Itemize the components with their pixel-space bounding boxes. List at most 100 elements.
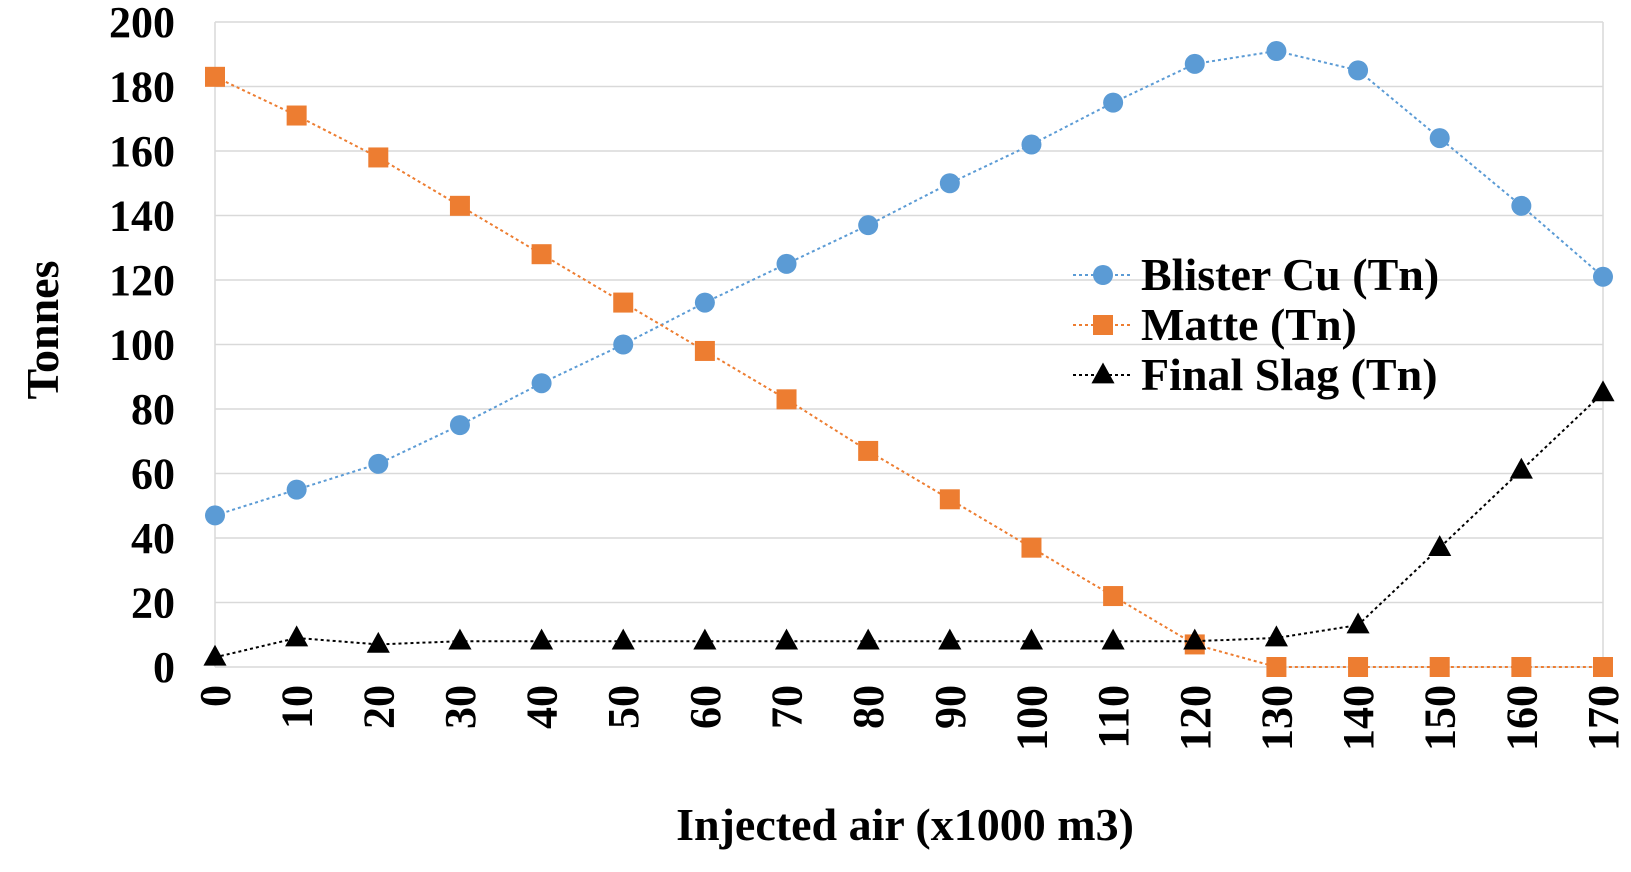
- y-tick-label-140: 140: [109, 192, 175, 241]
- legend-marker-final-slag-tn: [1091, 362, 1115, 384]
- data-point-blister-cu-tn-140: [1348, 60, 1369, 81]
- legend-label-blister-cu-tn: Blister Cu (Tn): [1141, 249, 1439, 300]
- legend-item-matte-tn: Matte (Tn): [1073, 299, 1357, 350]
- x-tick-label-30: 30: [436, 685, 485, 729]
- gridlines: [214, 21, 1604, 668]
- data-point-final-slag-tn-20: [366, 631, 390, 653]
- data-point-final-slag-tn-170: [1591, 380, 1615, 402]
- y-axis-title: Tonnes: [17, 261, 68, 400]
- data-point-blister-cu-tn-130: [1266, 41, 1287, 62]
- y-tick-label-100: 100: [109, 321, 175, 370]
- data-point-blister-cu-tn-60: [694, 292, 715, 313]
- data-point-final-slag-tn-40: [530, 628, 554, 650]
- x-tick-label-100: 100: [1007, 685, 1056, 751]
- data-point-final-slag-tn-0: [203, 644, 227, 666]
- data-point-final-slag-tn-10: [285, 625, 309, 647]
- data-point-final-slag-tn-50: [611, 628, 635, 650]
- data-point-blister-cu-tn-0: [205, 505, 225, 526]
- data-point-blister-cu-tn-80: [858, 215, 879, 236]
- data-point-final-slag-tn-160: [1509, 457, 1533, 479]
- data-point-final-slag-tn-120: [1183, 628, 1207, 650]
- data-point-blister-cu-tn-90: [939, 173, 960, 194]
- data-point-matte-tn-40: [531, 244, 552, 265]
- x-tick-label-130: 130: [1252, 685, 1301, 751]
- data-point-blister-cu-tn-120: [1184, 53, 1205, 74]
- x-tick-label-40: 40: [518, 685, 567, 729]
- y-tick-label-180: 180: [109, 63, 175, 112]
- data-point-matte-tn-10: [286, 105, 307, 126]
- data-point-matte-tn-130: [1266, 657, 1287, 677]
- data-point-matte-tn-140: [1348, 657, 1369, 677]
- series-line-matte-tn: [214, 75, 1603, 668]
- data-point-matte-tn-170: [1593, 657, 1613, 677]
- data-point-matte-tn-30: [449, 195, 470, 216]
- data-point-final-slag-tn-110: [1101, 628, 1125, 650]
- x-tick-label-20: 20: [354, 685, 403, 729]
- x-tick-label-0: 0: [191, 685, 240, 707]
- data-point-blister-cu-tn-10: [286, 479, 307, 500]
- y-tick-label-20: 20: [131, 579, 175, 628]
- x-axis-ticks: 0 10 20 30 40 50 60 70 80 90 100 110 120 130 140 150 160…: [191, 685, 1628, 751]
- data-point-matte-tn-70: [776, 389, 797, 410]
- legend-marker-matte-tn: [1093, 315, 1113, 335]
- data-point-blister-cu-tn-40: [531, 373, 552, 394]
- legend: Blister Cu (Tn)Matte (Tn)Final Slag (Tn): [1073, 249, 1439, 400]
- y-tick-label-40: 40: [131, 514, 175, 563]
- data-point-final-slag-tn-90: [938, 628, 962, 650]
- data-point-matte-tn-50: [613, 292, 634, 313]
- data-point-final-slag-tn-80: [856, 628, 880, 650]
- legend-item-final-slag-tn: Final Slag (Tn): [1073, 349, 1438, 400]
- legend-marker-blister-cu-tn: [1093, 265, 1113, 285]
- x-axis-title: Injected air (x1000 m3): [676, 799, 1134, 850]
- data-point-final-slag-tn-30: [448, 628, 472, 650]
- x-tick-label-160: 160: [1497, 685, 1546, 751]
- y-tick-label-120: 120: [109, 256, 175, 305]
- x-tick-label-50: 50: [599, 685, 648, 729]
- x-tick-label-110: 110: [1089, 685, 1138, 749]
- series-final-slag-tn: [203, 380, 1615, 666]
- data-point-final-slag-tn-130: [1264, 625, 1288, 647]
- data-point-blister-cu-tn-70: [776, 253, 797, 274]
- data-point-matte-tn-100: [1021, 537, 1042, 558]
- data-point-matte-tn-80: [858, 440, 879, 461]
- data-point-matte-tn-160: [1511, 657, 1532, 677]
- legend-label-final-slag-tn: Final Slag (Tn): [1141, 349, 1438, 400]
- series-matte-tn: [205, 66, 1613, 677]
- data-point-matte-tn-60: [694, 340, 715, 361]
- x-tick-label-10: 10: [273, 685, 322, 729]
- data-point-final-slag-tn-60: [693, 628, 717, 650]
- legend-label-matte-tn: Matte (Tn): [1141, 299, 1357, 350]
- y-tick-label-80: 80: [131, 385, 175, 434]
- data-point-matte-tn-90: [939, 489, 960, 510]
- y-tick-label-0: 0: [153, 643, 175, 692]
- data-point-matte-tn-0: [205, 66, 225, 87]
- data-point-blister-cu-tn-100: [1021, 134, 1042, 155]
- x-tick-label-80: 80: [844, 685, 893, 729]
- y-tick-label-160: 160: [109, 127, 175, 176]
- data-point-final-slag-tn-150: [1428, 535, 1452, 557]
- x-tick-label-170: 170: [1579, 685, 1628, 751]
- data-point-blister-cu-tn-20: [368, 453, 389, 474]
- data-point-blister-cu-tn-110: [1103, 92, 1124, 113]
- y-tick-label-60: 60: [131, 450, 175, 499]
- data-point-final-slag-tn-70: [774, 628, 799, 650]
- data-point-blister-cu-tn-30: [449, 415, 470, 436]
- series-group: [203, 41, 1615, 677]
- x-tick-label-150: 150: [1416, 685, 1465, 751]
- x-tick-label-140: 140: [1334, 685, 1383, 751]
- series-line-final-slag-tn: [214, 392, 1604, 659]
- legend-item-blister-cu-tn: Blister Cu (Tn): [1073, 249, 1439, 300]
- y-tick-label-200: 200: [109, 0, 175, 47]
- data-point-final-slag-tn-100: [1019, 628, 1044, 650]
- x-tick-label-90: 90: [926, 685, 975, 729]
- data-point-final-slag-tn-140: [1346, 612, 1370, 634]
- series-line-blister-cu-tn: [214, 50, 1604, 517]
- data-point-blister-cu-tn-160: [1511, 195, 1532, 216]
- data-point-matte-tn-20: [368, 147, 389, 168]
- y-axis-ticks: 0 20 40 60 80 100 120 140 160 180 200: [109, 0, 175, 692]
- x-tick-label-120: 120: [1171, 685, 1220, 751]
- data-point-matte-tn-110: [1103, 586, 1124, 607]
- x-tick-label-70: 70: [763, 685, 812, 729]
